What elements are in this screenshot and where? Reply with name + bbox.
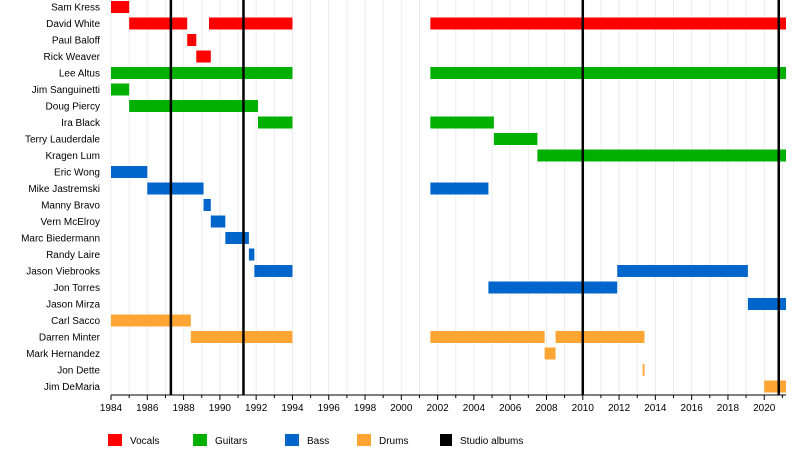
x-tick-label: 2016 (681, 403, 704, 414)
member-name: Darren Minter (39, 333, 101, 344)
membership-bar (147, 182, 204, 195)
membership-bar (493, 133, 538, 145)
legend: Vocals Guitars Bass Drums Studio albums (108, 434, 523, 447)
legend-swatch (285, 434, 299, 446)
membership-bar (208, 17, 293, 30)
member-name: Sam Kress (51, 3, 100, 14)
studio-album-lines (169, 0, 780, 395)
x-tick-label: 2002 (426, 403, 449, 414)
membership-bar (617, 265, 748, 277)
x-tick-label: 2018 (717, 403, 740, 414)
legend-label: Vocals (130, 436, 159, 447)
membership-bar (248, 248, 255, 261)
grid-lines (110, 0, 783, 395)
legend-label: Studio albums (460, 436, 523, 447)
member-name: Kragen Lum (46, 151, 100, 162)
x-axis: 1984 1986 1988 1990 1992 1994 1996 1998 2000 2002… (100, 394, 786, 414)
membership-bar (225, 232, 249, 244)
membership-bar (254, 265, 293, 277)
member-name: Paul Baloff (52, 36, 100, 47)
legend-swatch (440, 434, 452, 446)
member-name: Vern McElroy (41, 217, 100, 228)
membership-bar (430, 67, 786, 79)
membership-bar (430, 116, 494, 129)
membership-bar (203, 199, 211, 211)
x-tick-label: 1992 (245, 403, 268, 414)
membership-bar (111, 314, 191, 327)
x-tick-label: 2008 (535, 403, 558, 414)
member-name: Randy Laire (46, 250, 100, 261)
membership-bar (129, 100, 258, 112)
member-name: Ira Black (61, 118, 101, 129)
x-tick-label: 2020 (753, 403, 776, 414)
legend-swatch (108, 434, 122, 446)
membership-bar (488, 281, 618, 294)
x-tick-label: 1986 (136, 403, 159, 414)
member-name: Eric Wong (54, 168, 100, 179)
member-name: Manny Bravo (41, 201, 100, 212)
member-name: Jason Mirza (46, 300, 100, 311)
membership-bar (210, 215, 226, 228)
member-name: Mike Jastremski (28, 184, 100, 195)
membership-bars (111, 1, 786, 393)
member-name: Jon Torres (53, 283, 100, 294)
x-tick-label: 1984 (100, 403, 123, 414)
membership-bar (430, 17, 786, 30)
x-tick-label: 1994 (281, 403, 304, 414)
x-tick-label: 2006 (499, 403, 522, 414)
x-tick-label: 2014 (644, 403, 667, 414)
legend-label: Guitars (215, 436, 247, 447)
member-name: Jon Dette (57, 366, 100, 377)
member-name: Terry Lauderdale (25, 135, 100, 146)
member-name: Marc Biedermann (21, 234, 100, 245)
member-name: Carl Sacco (51, 316, 100, 327)
member-name: Jim DeMaria (44, 382, 101, 393)
membership-bar (764, 380, 786, 393)
membership-bar (111, 67, 293, 79)
member-names: Sam Kress David White Paul Baloff Rick Weav… (21, 3, 101, 394)
x-tick-label: 2004 (463, 403, 486, 414)
membership-bar (555, 331, 645, 343)
membership-bar (111, 1, 130, 13)
x-tick-label: 1990 (209, 403, 232, 414)
x-tick-label: 1988 (172, 403, 195, 414)
membership-bar (111, 83, 130, 96)
x-tick-label: 1996 (318, 403, 341, 414)
membership-bar (747, 298, 786, 310)
member-name: Rick Weaver (44, 52, 101, 63)
x-tick-label: 2010 (572, 403, 595, 414)
member-name: David White (46, 19, 100, 30)
x-tick-label: 2000 (390, 403, 413, 414)
member-name: Lee Altus (59, 69, 100, 80)
x-tick-label: 2012 (608, 403, 631, 414)
membership-bar (129, 17, 188, 30)
legend-swatch (193, 434, 207, 446)
member-name: Doug Piercy (46, 102, 100, 113)
membership-bar (430, 331, 545, 343)
membership-bar (196, 50, 211, 63)
membership-bar (111, 166, 148, 178)
member-name: Jim Sanguinetti (32, 85, 100, 96)
legend-label: Bass (307, 436, 329, 447)
membership-bar (537, 149, 786, 162)
membership-bar (544, 347, 556, 360)
legend-swatch (357, 434, 371, 446)
x-tick-label: 1998 (354, 403, 377, 414)
member-name: Jason Viebrooks (26, 267, 100, 278)
membership-bar (257, 116, 293, 129)
membership-bar (642, 364, 645, 376)
member-name: Mark Hernandez (26, 349, 100, 360)
membership-bar (430, 182, 489, 195)
membership-bar (187, 34, 197, 46)
membership-bar (190, 331, 293, 343)
legend-label: Drums (379, 436, 408, 447)
